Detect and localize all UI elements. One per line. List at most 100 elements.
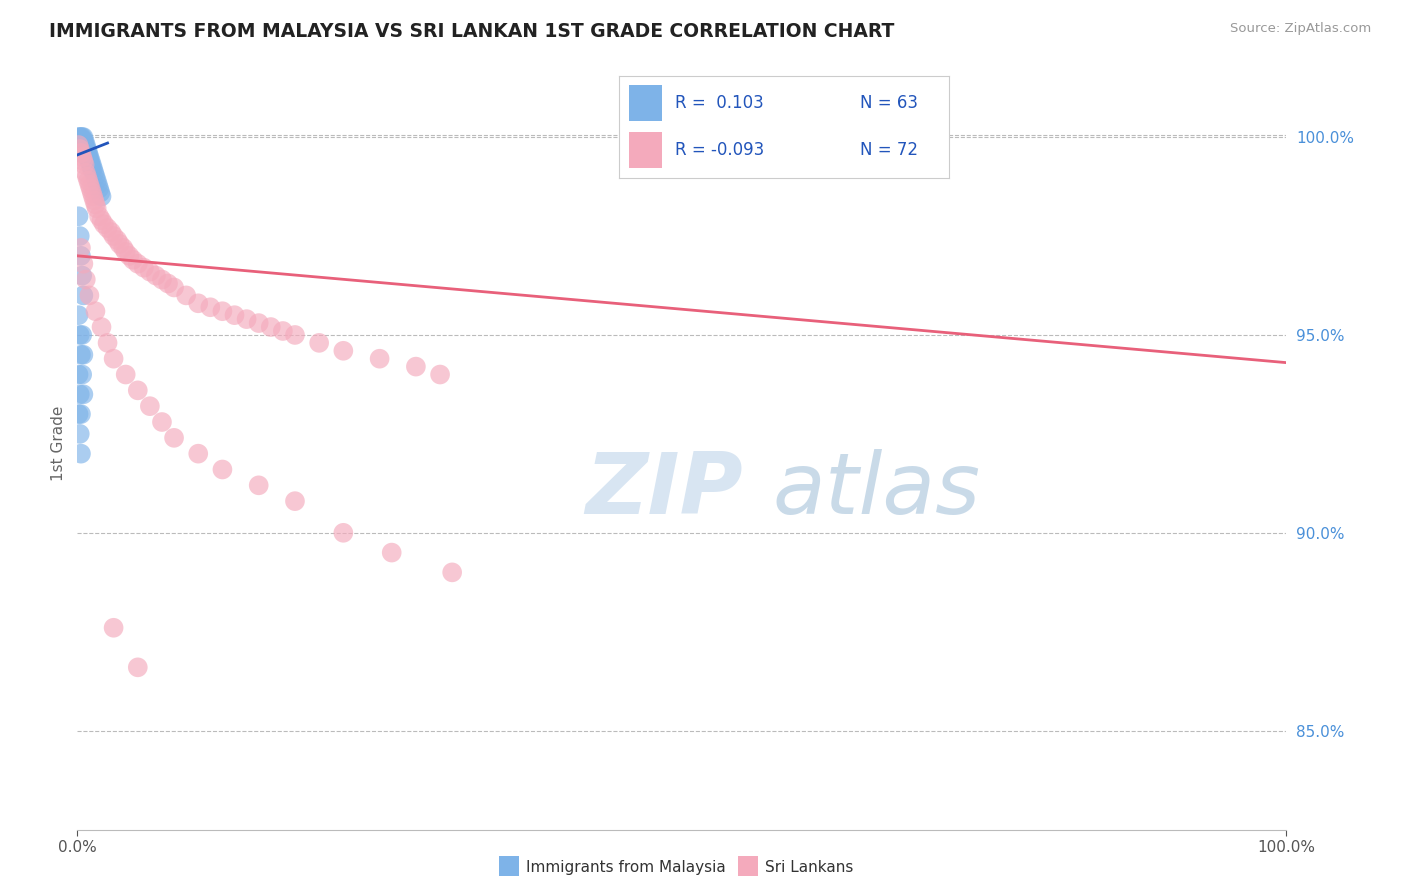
Point [70, 145, 93, 160]
Point [84, 304, 107, 318]
Point [75, 138, 97, 153]
Point [284, 494, 307, 508]
Point [72, 288, 94, 302]
Point [112, 241, 135, 255]
Point [69, 426, 91, 441]
Point [75, 142, 97, 156]
Point [84, 169, 107, 184]
Point [72, 387, 94, 401]
Point [187, 447, 209, 461]
Point [108, 236, 131, 251]
Point [247, 316, 270, 330]
Point [69, 138, 91, 153]
Point [76, 169, 98, 184]
Point [332, 525, 354, 540]
Point [83, 166, 105, 180]
Point [114, 244, 136, 259]
Text: R = -0.093: R = -0.093 [675, 141, 763, 159]
Point [73, 145, 96, 160]
Point [67, 134, 90, 148]
Text: IMMIGRANTS FROM MALAYSIA VS SRI LANKAN 1ST GRADE CORRELATION CHART: IMMIGRANTS FROM MALAYSIA VS SRI LANKAN 1… [49, 22, 894, 41]
Point [79, 153, 101, 168]
Point [150, 415, 173, 429]
Point [69, 130, 91, 145]
Point [72, 348, 94, 362]
Point [441, 566, 464, 580]
Point [163, 431, 186, 445]
Point [67, 308, 90, 322]
Point [67, 368, 90, 382]
Point [73, 142, 96, 156]
Point [93, 217, 115, 231]
Point [77, 150, 100, 164]
Point [80, 186, 103, 200]
Point [84, 197, 107, 211]
Point [368, 351, 391, 366]
Point [87, 178, 110, 192]
Bar [628, 85, 662, 121]
Point [67, 138, 90, 153]
Point [235, 312, 257, 326]
Text: Source: ZipAtlas.com: Source: ZipAtlas.com [1230, 22, 1371, 36]
Point [70, 142, 93, 156]
Point [82, 189, 104, 203]
Point [271, 324, 294, 338]
Point [70, 138, 93, 153]
Point [139, 399, 162, 413]
Point [284, 328, 307, 343]
Point [200, 300, 222, 314]
Point [75, 145, 97, 160]
Point [163, 280, 186, 294]
Point [72, 130, 94, 145]
Text: R =  0.103: R = 0.103 [675, 94, 763, 112]
Point [67, 130, 90, 145]
Point [118, 249, 141, 263]
Point [72, 153, 94, 168]
Point [70, 241, 93, 255]
Point [70, 268, 93, 283]
Point [70, 130, 93, 145]
Point [82, 161, 104, 176]
Point [69, 328, 91, 343]
Point [73, 134, 96, 148]
Point [70, 407, 93, 421]
Point [70, 134, 93, 148]
Y-axis label: 1st Grade: 1st Grade [51, 406, 66, 482]
Point [79, 288, 101, 302]
Point [308, 335, 330, 350]
Point [72, 142, 94, 156]
Point [70, 348, 93, 362]
Point [79, 153, 101, 168]
Point [127, 384, 149, 398]
Point [90, 320, 112, 334]
Point [211, 462, 233, 476]
Point [73, 158, 96, 172]
Point [73, 138, 96, 153]
Point [211, 304, 233, 318]
Point [83, 194, 105, 208]
Point [381, 545, 404, 559]
Point [114, 368, 136, 382]
Point [80, 158, 103, 172]
Point [174, 288, 197, 302]
Point [70, 447, 93, 461]
Point [77, 174, 100, 188]
Point [69, 142, 91, 156]
Point [100, 225, 122, 239]
Point [79, 150, 101, 164]
Point [260, 320, 283, 334]
Point [70, 138, 93, 153]
Point [139, 265, 162, 279]
Point [70, 328, 93, 343]
Point [96, 221, 118, 235]
Point [145, 268, 167, 283]
Point [103, 351, 125, 366]
Point [332, 343, 354, 358]
Point [72, 257, 94, 271]
Point [247, 478, 270, 492]
Point [187, 296, 209, 310]
Point [69, 134, 91, 148]
Point [75, 166, 97, 180]
Point [150, 272, 173, 286]
Point [105, 233, 128, 247]
